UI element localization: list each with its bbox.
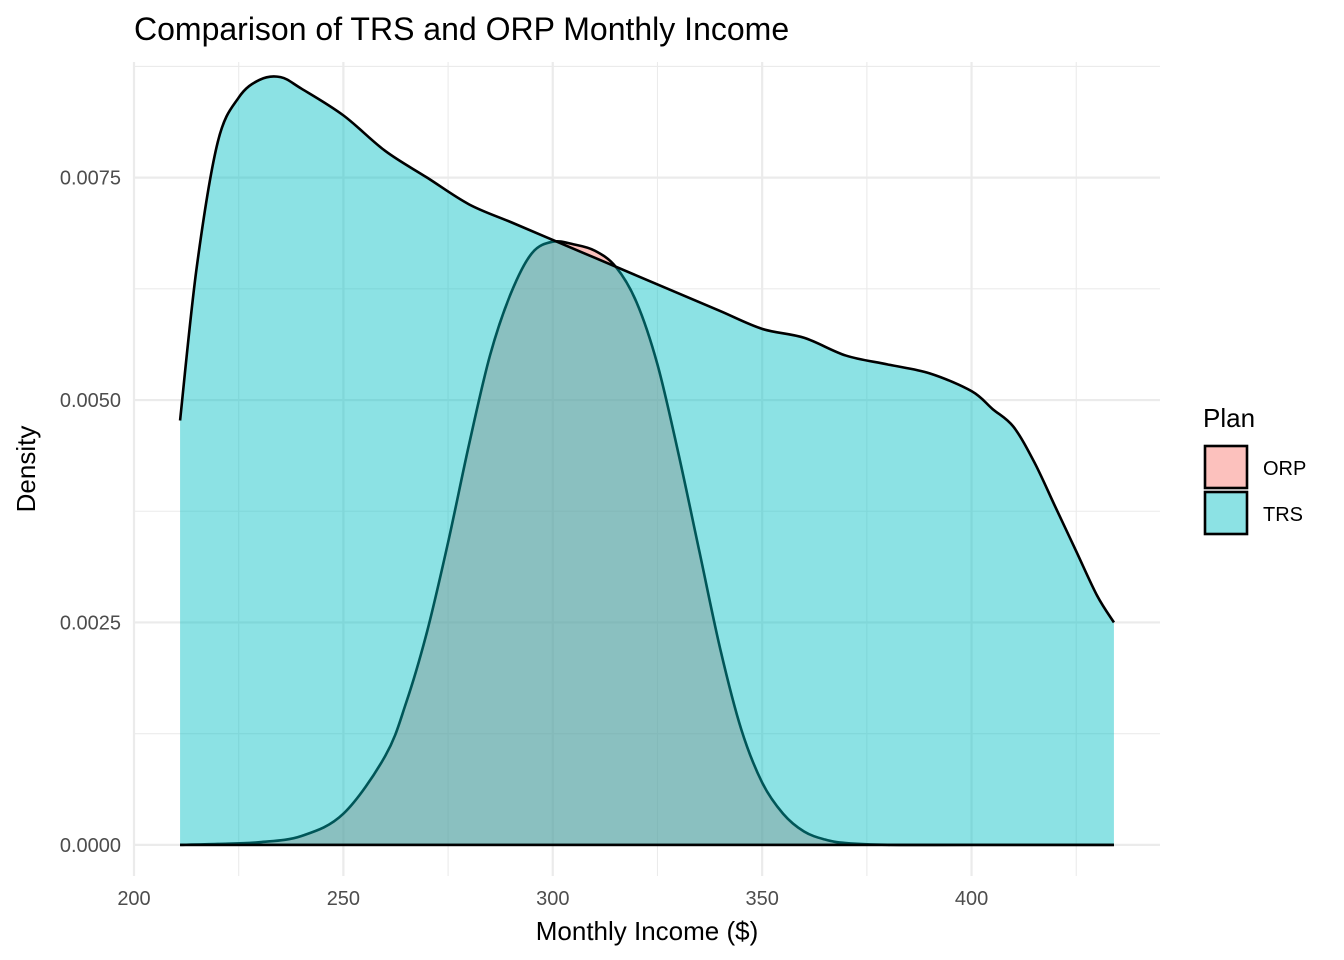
legend-items: ORP TRS bbox=[1203, 444, 1306, 536]
density-area-trs bbox=[180, 76, 1114, 845]
density-line-orp bbox=[180, 239, 1114, 847]
legend-label-orp: ORP bbox=[1263, 458, 1306, 480]
density-areas bbox=[178, 75, 1116, 847]
x-tick-label: 250 bbox=[327, 888, 360, 910]
legend: Plan ORP TRS bbox=[1203, 403, 1306, 536]
legend-swatch-trs bbox=[1203, 490, 1249, 536]
y-tick-label: 0.0075 bbox=[60, 168, 121, 190]
y-tick-label: 0.0025 bbox=[60, 612, 121, 634]
x-tick-label: 400 bbox=[955, 888, 988, 910]
axis-ticks: 200 250 300 350 400 0.0000 0.0025 0.0050 0.0075 bbox=[60, 168, 988, 910]
x-axis-title: Monthly Income ($) bbox=[536, 916, 759, 946]
density-line-trs bbox=[178, 75, 1116, 624]
x-tick-label: 200 bbox=[117, 888, 150, 910]
legend-swatch-orp bbox=[1203, 444, 1249, 490]
x-tick-label: 350 bbox=[745, 888, 778, 910]
legend-title: Plan bbox=[1203, 403, 1255, 433]
y-axis-title: Density bbox=[11, 426, 41, 513]
y-tick-label: 0.0000 bbox=[60, 835, 121, 857]
legend-label-trs: TRS bbox=[1263, 504, 1303, 526]
x-tick-label: 300 bbox=[536, 888, 569, 910]
y-tick-label: 0.0050 bbox=[60, 390, 121, 412]
density-area-orp bbox=[180, 241, 1114, 845]
chart-title: Comparison of TRS and ORP Monthly Income bbox=[134, 11, 789, 47]
